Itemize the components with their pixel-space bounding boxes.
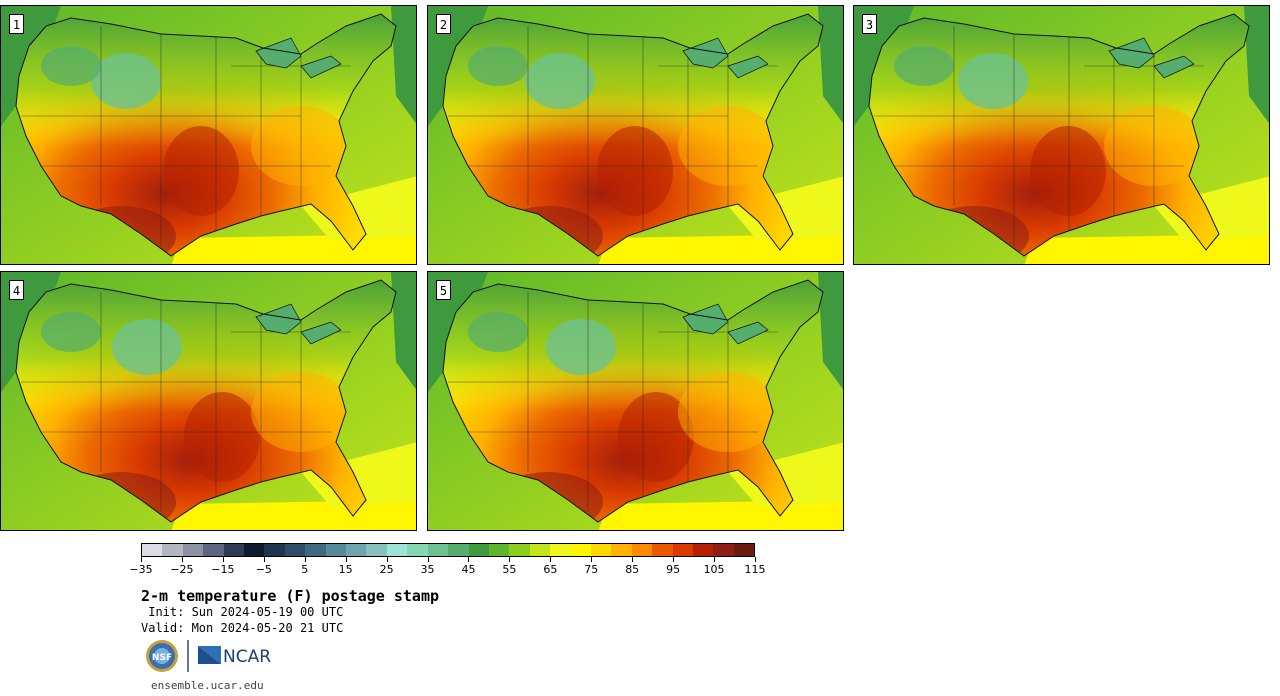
colorbar-tick [141, 557, 142, 562]
colorbar-segment [346, 544, 367, 556]
colorbar-segment [550, 544, 571, 556]
nsf-logo-text: NSF [152, 653, 172, 663]
colorbar-segment [488, 544, 510, 556]
init-time: Init: Sun 2024-05-19 00 UTC [141, 605, 344, 619]
colorbar-tick-label: 35 [420, 563, 435, 576]
map-panel-2: 2 [427, 5, 844, 265]
colorbar-tick-label: 115 [744, 563, 766, 576]
colorbar-segment [142, 544, 163, 556]
colorbar-tick-label: 75 [584, 563, 599, 576]
ncar-logo-text: NCAR [223, 647, 271, 667]
colorbar-segment [325, 544, 347, 556]
colorbar-segment [529, 544, 551, 556]
colorbar-segment [672, 544, 693, 556]
map-panel-5: 5 [427, 271, 844, 531]
colorbar-segment [590, 544, 612, 556]
nsf-logo: NSF NCAR [146, 640, 271, 672]
colorbar-tick [427, 557, 429, 562]
colorbar-tick [509, 557, 511, 562]
colorbar-tick-label: −15 [211, 563, 235, 576]
chart-title: 2-m temperature (F) postage stamp [141, 587, 440, 605]
colorbar-segment [652, 544, 673, 556]
colorbar-tick [386, 557, 388, 562]
colorbar-tick-label: 65 [543, 563, 558, 576]
website-link[interactable]: ensemble.ucar.edu [151, 679, 264, 692]
colorbar-tick [304, 557, 306, 562]
panel-number-label: 5 [436, 280, 451, 300]
colorbar-segment [182, 544, 204, 556]
colorbar-segment [162, 544, 183, 556]
panel-number-label: 3 [862, 14, 877, 34]
colorbar-segment [448, 544, 469, 556]
colorbar-segment [407, 544, 428, 556]
colorbar-segment [366, 544, 387, 556]
colorbar-tick [263, 557, 265, 562]
colorbar-segment [509, 544, 530, 556]
map-panel-4: 4 [0, 271, 417, 531]
valid-time: Valid: Mon 2024-05-20 21 UTC [141, 621, 344, 635]
colorbar-segment [631, 544, 653, 556]
panel-number-label: 2 [436, 14, 451, 34]
colorbar-segment [203, 544, 224, 556]
colorbar-segment [386, 544, 408, 556]
logos: NSF NCAR [145, 638, 275, 674]
panel-number-label: 1 [9, 14, 24, 34]
colorbar-tick-label: 45 [461, 563, 476, 576]
colorbar-tick [181, 557, 183, 562]
colorbar-tick [673, 557, 675, 562]
colorbar-tick [222, 557, 224, 562]
colorbar-tick-label: −35 [129, 563, 153, 576]
colorbar-segment [733, 544, 755, 556]
colorbar-tick-label: 25 [379, 563, 394, 576]
panel-number-label: 4 [9, 280, 24, 300]
colorbar-segment [611, 544, 632, 556]
colorbar-segment [468, 544, 489, 556]
colorbar-tick-label: 95 [666, 563, 681, 576]
colorbar-segment [244, 544, 265, 556]
colorbar-tick-label: −25 [170, 563, 194, 576]
colorbar-tick-label: 85 [625, 563, 640, 576]
colorbar-segment [713, 544, 734, 556]
colorbar-tick [468, 557, 470, 562]
colorbar-segment [264, 544, 285, 556]
colorbar-tick-label: 55 [502, 563, 517, 576]
colorbar-segment [305, 544, 326, 556]
colorbar-tick [591, 557, 593, 562]
colorbar-segment [427, 544, 449, 556]
colorbar-segment [692, 544, 714, 556]
map-panel-3: 3 [853, 5, 1270, 265]
colorbar-segment [223, 544, 245, 556]
colorbar-tick-label: 105 [703, 563, 725, 576]
colorbar-tick [345, 557, 347, 562]
colorbar-tick-label: 15 [338, 563, 353, 576]
colorbar-segment [570, 544, 591, 556]
colorbar-ticks: −35 −25 −15 −5 5 15 25 35 45 55 65 75 85 95 105 115 [129, 557, 766, 577]
colorbar-tick [755, 557, 756, 562]
temperature-colorbar [141, 543, 755, 557]
colorbar-tick [632, 557, 634, 562]
map-panel-1: 1 [0, 5, 417, 265]
colorbar-segment [284, 544, 306, 556]
colorbar-tick [550, 557, 552, 562]
colorbar-tick-label: −5 [255, 563, 272, 576]
colorbar-tick-label: 5 [301, 563, 309, 576]
colorbar-tick [714, 557, 716, 562]
